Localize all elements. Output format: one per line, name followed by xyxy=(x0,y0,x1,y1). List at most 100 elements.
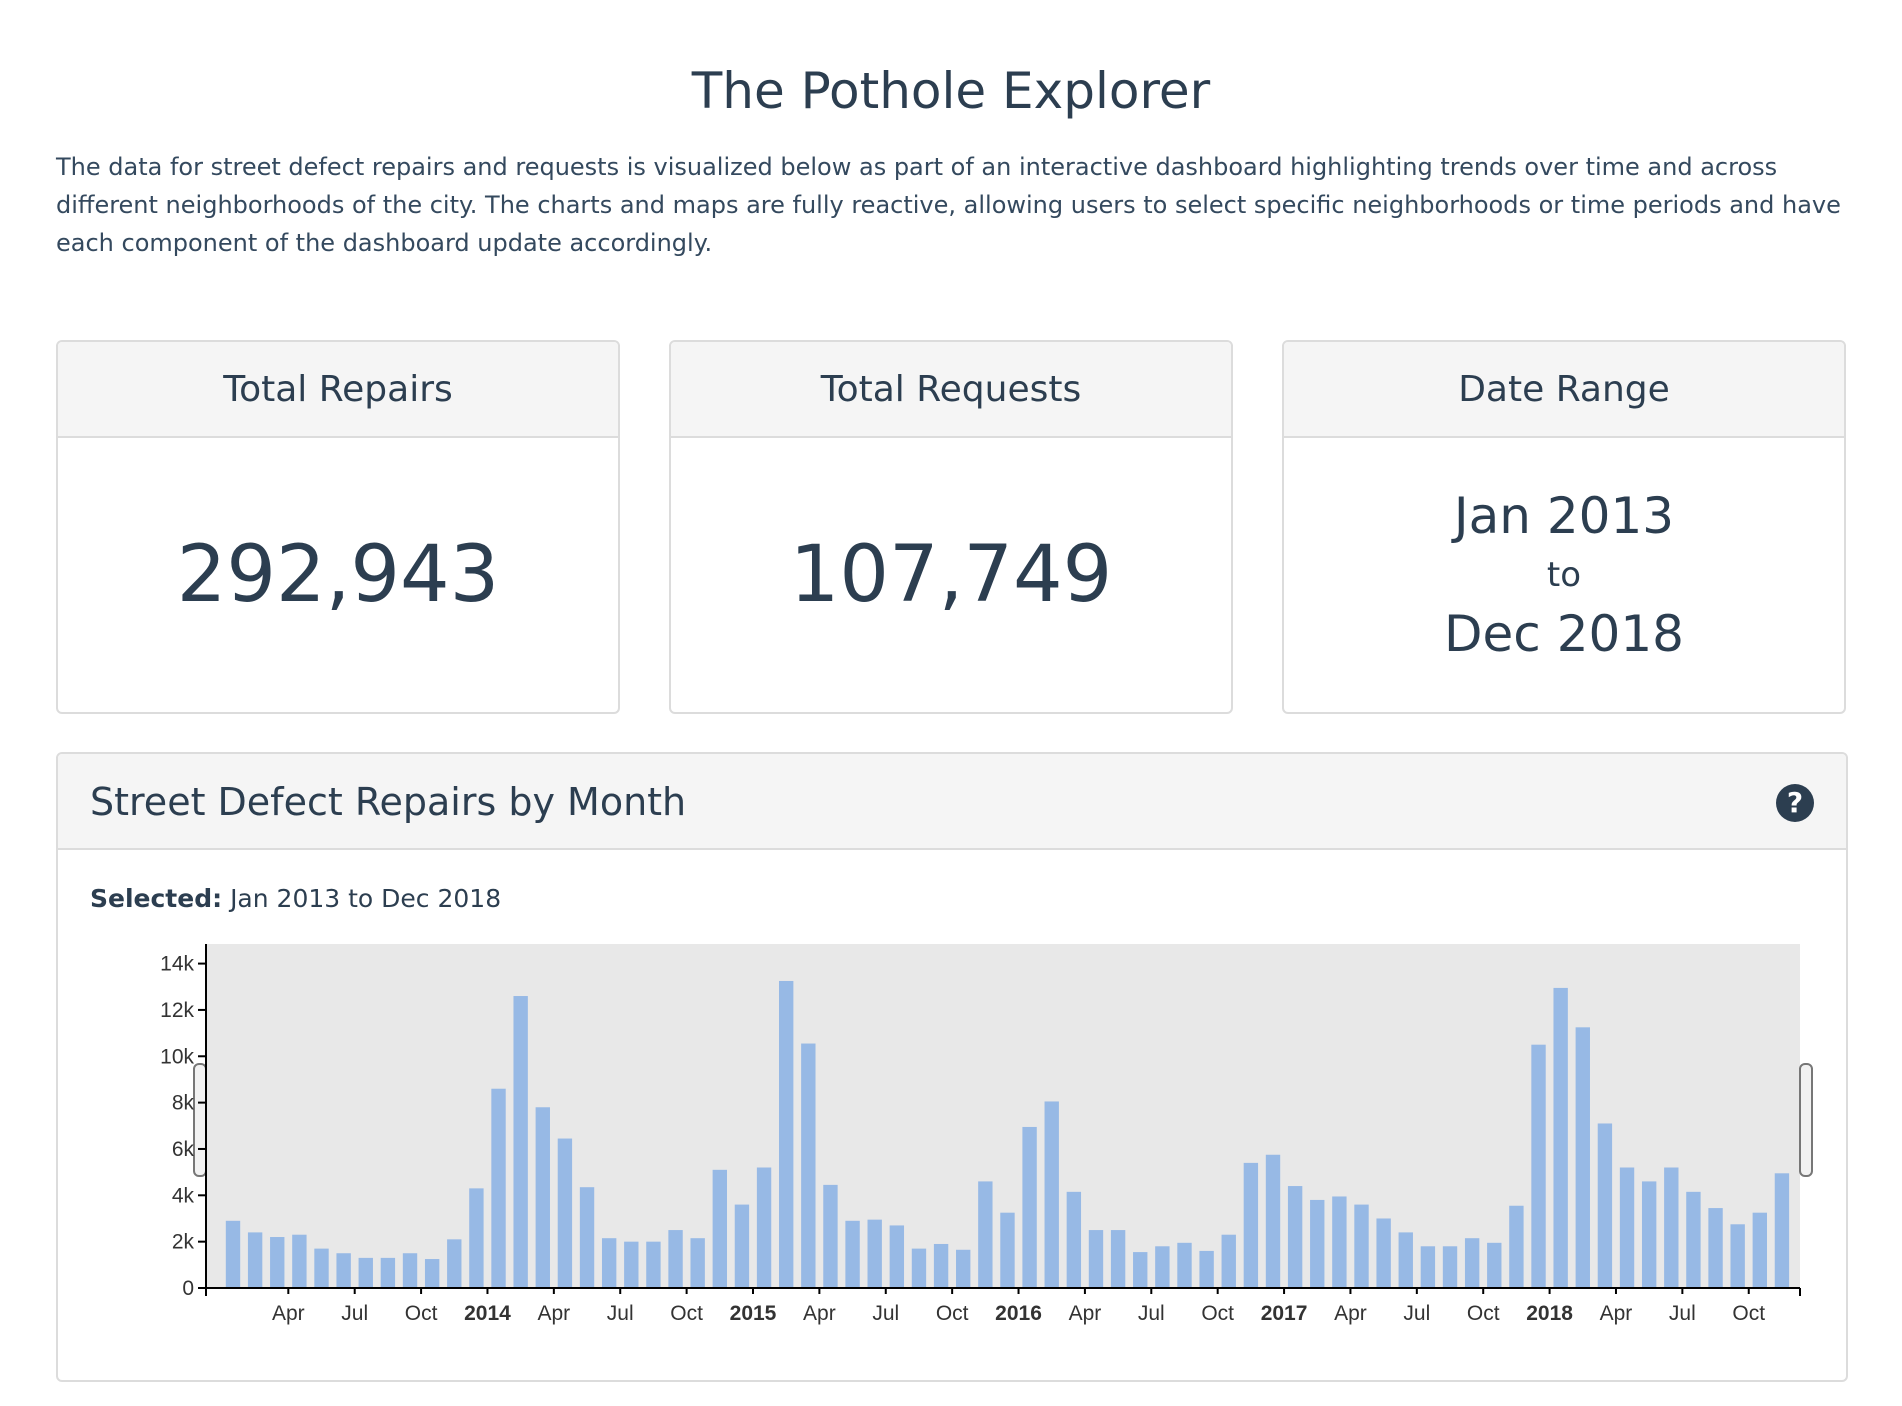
bar-0 xyxy=(225,1220,241,1288)
y-tick-label-1: 2k xyxy=(172,1231,195,1254)
bar-1 xyxy=(247,1232,263,1288)
total-requests-label: Total Requests xyxy=(671,342,1231,438)
bar-70 xyxy=(1774,1173,1790,1288)
bar-20 xyxy=(668,1230,683,1288)
date-range-end: Dec 2018 xyxy=(1444,605,1684,663)
bar-24 xyxy=(756,1167,772,1288)
x-tick-label-12: Apr xyxy=(1069,1302,1102,1325)
bar-10 xyxy=(447,1239,462,1288)
x-tick-label-6: Oct xyxy=(670,1302,703,1325)
bar-55 xyxy=(1442,1246,1458,1288)
bar-4 xyxy=(314,1248,329,1288)
bar-38 xyxy=(1066,1191,1082,1288)
y-tick-label-3: 6k xyxy=(172,1138,195,1161)
x-tick-label-11: 2016 xyxy=(995,1302,1042,1325)
bar-60 xyxy=(1553,987,1568,1288)
date-range-card: Date Range Jan 2013 to Dec 2018 xyxy=(1282,340,1846,714)
bar-53 xyxy=(1398,1232,1413,1288)
y-tick-label-5: 10k xyxy=(160,1045,194,1068)
x-tick-label-15: 2017 xyxy=(1261,1302,1308,1325)
y-tick-label-2: 4k xyxy=(172,1184,195,1207)
x-tick-label-4: Apr xyxy=(538,1302,571,1325)
bar-19 xyxy=(646,1241,661,1288)
bar-7 xyxy=(380,1257,396,1288)
bar-13 xyxy=(513,996,528,1288)
bar-27 xyxy=(823,1184,838,1288)
bar-30 xyxy=(889,1225,905,1288)
bar-31 xyxy=(911,1248,927,1288)
bar-66 xyxy=(1686,1191,1701,1288)
bar-23 xyxy=(734,1204,750,1288)
date-range-label: Date Range xyxy=(1284,342,1844,438)
bar-11 xyxy=(469,1188,484,1288)
bar-58 xyxy=(1509,1205,1524,1288)
total-repairs-value: 292,943 xyxy=(176,530,500,620)
y-tick-label-6: 12k xyxy=(160,999,194,1022)
x-tick-label-8: Apr xyxy=(803,1302,836,1325)
bar-44 xyxy=(1199,1250,1214,1288)
bar-3 xyxy=(292,1234,307,1288)
bar-51 xyxy=(1354,1204,1369,1288)
x-tick-label-14: Oct xyxy=(1201,1302,1234,1325)
y-tick-label-0: 0 xyxy=(182,1277,194,1300)
bar-48 xyxy=(1287,1186,1303,1288)
bar-12 xyxy=(491,1088,506,1288)
bar-36 xyxy=(1022,1126,1037,1288)
help-icon[interactable]: ? xyxy=(1776,784,1814,822)
bar-8 xyxy=(402,1253,418,1288)
x-tick-label-16: Apr xyxy=(1334,1302,1367,1325)
bar-59 xyxy=(1531,1044,1546,1288)
bar-25 xyxy=(779,980,794,1288)
bar-5 xyxy=(336,1253,351,1288)
total-repairs-label: Total Repairs xyxy=(58,342,618,438)
brush-handle-left xyxy=(193,1063,207,1177)
bar-39 xyxy=(1088,1230,1104,1288)
bar-18 xyxy=(624,1241,639,1288)
repairs-bar-chart[interactable]: 0 2k 4k 6k 8k 10k 12k 14k Apr Jul Oct 2014 Apr Jul Oct… xyxy=(58,754,1846,1380)
bar-63 xyxy=(1619,1167,1635,1288)
page-title: The Pothole Explorer xyxy=(691,62,1211,120)
total-repairs-card: Total Repairs 292,943 xyxy=(56,340,620,714)
x-tick-label-13: Jul xyxy=(1138,1302,1165,1325)
bar-50 xyxy=(1332,1196,1347,1288)
x-tick-label-7: 2015 xyxy=(730,1302,777,1325)
x-tick-label-21: Jul xyxy=(1669,1302,1696,1325)
bar-26 xyxy=(801,1043,816,1288)
brush-handle-right xyxy=(1799,1063,1813,1177)
x-tick-label-20: Apr xyxy=(1600,1302,1633,1325)
bar-54 xyxy=(1420,1246,1436,1288)
x-tick-label-2: Oct xyxy=(405,1302,438,1325)
bar-67 xyxy=(1708,1208,1723,1288)
bar-43 xyxy=(1177,1242,1192,1288)
bar-35 xyxy=(1000,1212,1015,1288)
bar-56 xyxy=(1464,1238,1480,1288)
x-tick-label-0: Apr xyxy=(272,1302,305,1325)
bar-6 xyxy=(358,1257,373,1288)
x-tick-label-5: Jul xyxy=(607,1302,634,1325)
bar-45 xyxy=(1221,1234,1236,1288)
x-tick-label-18: Oct xyxy=(1467,1302,1500,1325)
chart-panel-header: Street Defect Repairs by Month ? xyxy=(58,754,1846,850)
x-tick-label-22: Oct xyxy=(1732,1302,1765,1325)
x-tick-label-10: Oct xyxy=(936,1302,969,1325)
bar-40 xyxy=(1110,1230,1126,1288)
bar-9 xyxy=(424,1259,440,1288)
total-requests-value: 107,749 xyxy=(789,530,1113,620)
x-tick-label-9: Jul xyxy=(872,1302,899,1325)
selected-range: Selected: Jan 2013 to Dec 2018 xyxy=(90,884,501,913)
x-tick-label-17: Jul xyxy=(1403,1302,1430,1325)
bar-2 xyxy=(270,1237,285,1288)
bar-57 xyxy=(1487,1242,1502,1288)
bar-21 xyxy=(690,1238,705,1288)
bar-22 xyxy=(712,1169,727,1288)
bar-68 xyxy=(1730,1224,1745,1288)
bar-15 xyxy=(557,1138,573,1288)
chart-title: Street Defect Repairs by Month xyxy=(90,780,687,824)
bar-52 xyxy=(1376,1218,1391,1288)
bar-28 xyxy=(845,1220,860,1288)
bar-64 xyxy=(1641,1181,1657,1288)
bar-42 xyxy=(1155,1246,1170,1288)
bar-14 xyxy=(535,1107,550,1288)
bar-69 xyxy=(1752,1212,1767,1288)
x-tick-label-1: Jul xyxy=(341,1302,368,1325)
